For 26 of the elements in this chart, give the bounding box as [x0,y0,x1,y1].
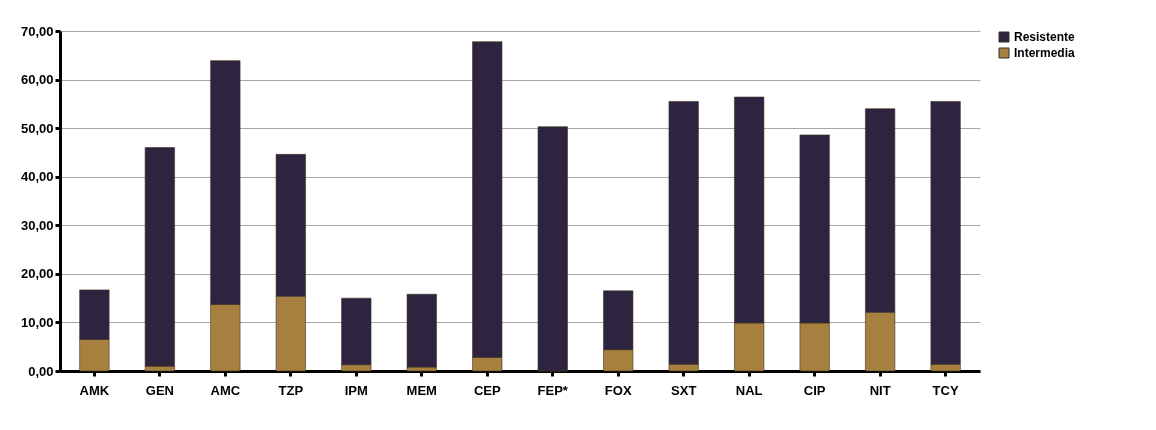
x-tick-label: CIP [803,382,826,398]
bar [537,126,568,372]
y-tick-label: 0,00 [28,363,54,379]
x-tick-label: TZP [278,382,304,398]
x-tick-label: AMC [210,382,241,398]
legend-label: Intermedia [1014,46,1076,60]
y-tick-label: 70,00 [20,23,54,39]
x-tick-label: FEP* [537,382,569,398]
x-tick-label: GEN [145,382,174,398]
x-tick-label: NAL [735,382,763,398]
x-tick-label: FOX [604,382,632,398]
x-tick-label: CEP [473,382,501,398]
x-tick-label: AMK [79,382,110,398]
y-tick-label: 30,00 [20,217,54,233]
x-tick-label: SXT [671,382,697,398]
x-tick-label: IPM [344,382,368,398]
y-tick-label: 50,00 [20,120,54,136]
bar [406,293,437,368]
x-tick-label: NIT [869,382,891,398]
y-tick-label: 40,00 [20,169,54,185]
y-tick-label: 20,00 [20,266,54,282]
y-tick-label: 60,00 [20,72,54,88]
legend-label: Resistente [1014,30,1076,44]
y-tick-label: 10,00 [20,314,54,330]
x-tick-label: TCY [932,382,959,398]
x-tick-label: MEM [406,382,437,398]
